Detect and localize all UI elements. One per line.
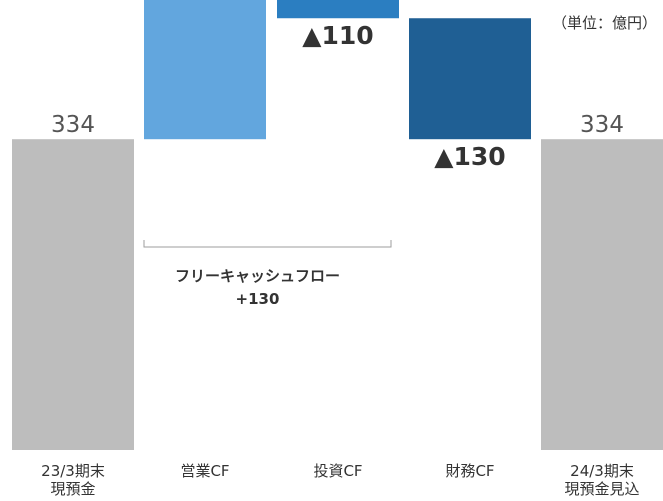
category-label-line: 23/3期末 (41, 462, 105, 480)
bar-2 (277, 0, 399, 19)
data-label-4: 334 (580, 112, 624, 138)
data-label-0: 334 (51, 112, 95, 138)
category-label-2: 投資CF (313, 462, 362, 480)
category-label-line: 投資CF (313, 462, 362, 480)
bar-1 (144, 0, 266, 140)
bar-0 (12, 139, 134, 450)
unit-label: （単位：億円） (551, 14, 657, 32)
category-label-line: 現預金 (50, 480, 95, 498)
data-label-2: ▲110 (302, 21, 373, 50)
bar-4 (541, 139, 663, 450)
fcf-label: フリーキャッシュフロー +130 (175, 267, 340, 308)
category-label-3: 財務CF (445, 462, 494, 480)
category-label-0: 23/3期末現預金 (41, 462, 105, 498)
category-label-line: 現預金見込 (564, 480, 639, 498)
category-label-line: 財務CF (445, 462, 494, 480)
fcf-label-line: フリーキャッシュフロー (175, 267, 340, 285)
category-label-4: 24/3期末現預金見込 (564, 462, 639, 498)
category-label-1: 営業CF (180, 462, 229, 480)
bar-3 (409, 18, 531, 140)
category-label-line: 営業CF (180, 462, 229, 480)
fcf-bracket (143, 240, 392, 248)
data-label-3: ▲130 (434, 142, 505, 171)
category-label-line: 24/3期末 (570, 462, 634, 480)
fcf-label-line: +130 (236, 290, 280, 308)
